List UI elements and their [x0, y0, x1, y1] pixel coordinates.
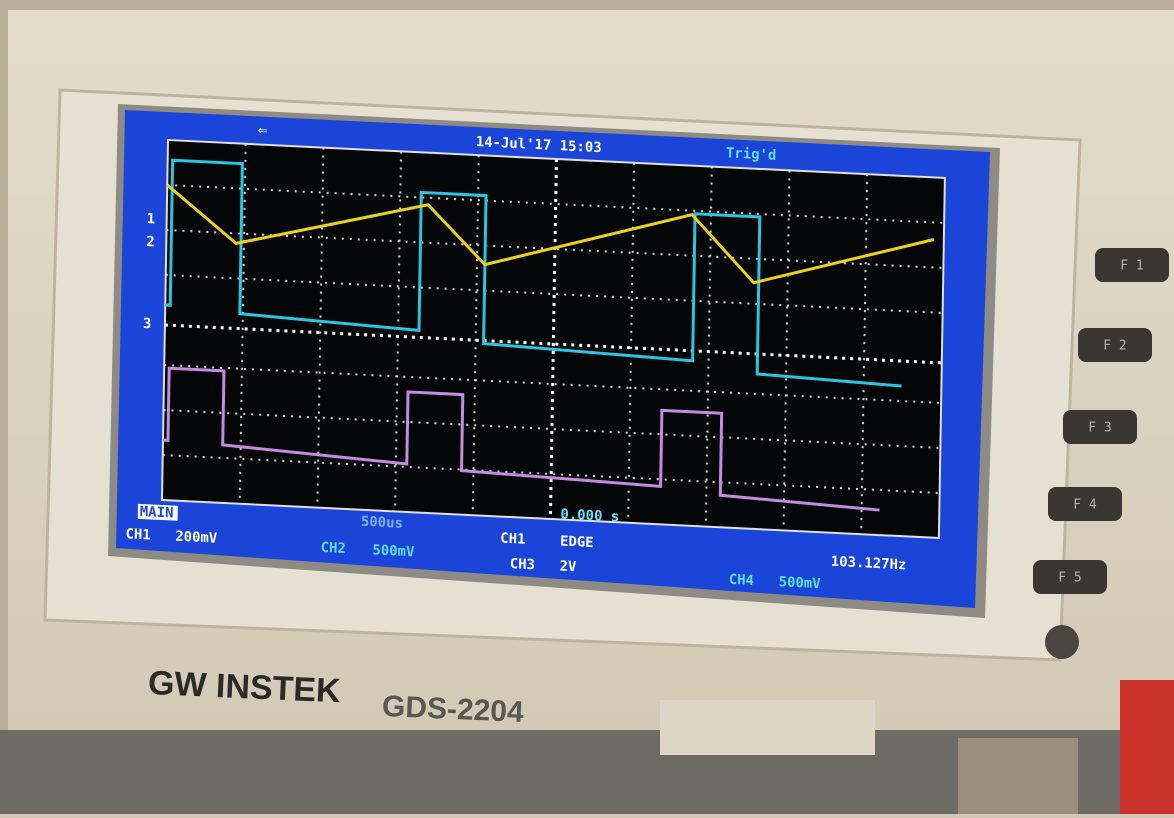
model: GDS-2204 — [381, 690, 524, 729]
channel-scale: 500mV — [779, 574, 822, 592]
channel-scale: 500mV — [372, 542, 415, 560]
channel-marker: 3 — [143, 316, 152, 332]
photo: 14-Jul'17 15:03 Trig'd ⇐ 1 2 3 MAIN 500u… — [0, 0, 1174, 814]
f-button-label: F 4 — [1073, 498, 1097, 513]
knob-base — [958, 738, 1078, 814]
time-offset: 0.000 s — [560, 506, 619, 525]
channel-label: CH1 — [125, 526, 150, 543]
f-button-label: F 1 — [1120, 259, 1143, 274]
usb-icon: ⇐ — [258, 120, 268, 140]
round-button[interactable] — [1045, 625, 1079, 659]
f-button-label: F 2 — [1103, 339, 1126, 354]
f-button-label: F 5 — [1058, 571, 1081, 586]
trigger-status: Trig'd — [726, 145, 777, 163]
f-button-label: F 3 — [1088, 421, 1111, 436]
channel-label: CH2 — [321, 540, 346, 557]
mode: MAIN — [140, 504, 174, 522]
red-connector — [1120, 680, 1174, 814]
trigger-type: EDGE — [560, 533, 594, 551]
channel-marker: 2 — [146, 234, 155, 250]
trigger-source: CH1 — [500, 531, 525, 548]
channel-scale: 2V — [559, 558, 577, 575]
channel-label: CH4 — [729, 572, 754, 589]
channel-marker: 1 — [147, 211, 156, 227]
label-plate — [660, 700, 875, 755]
page: 14-Jul'17 15:03 Trig'd ⇐ 1 2 3 MAIN 500u… — [0, 0, 1174, 814]
channel-scale: 200mV — [175, 529, 218, 547]
channel-label: CH3 — [510, 556, 535, 573]
timebase: 500us — [361, 514, 403, 532]
